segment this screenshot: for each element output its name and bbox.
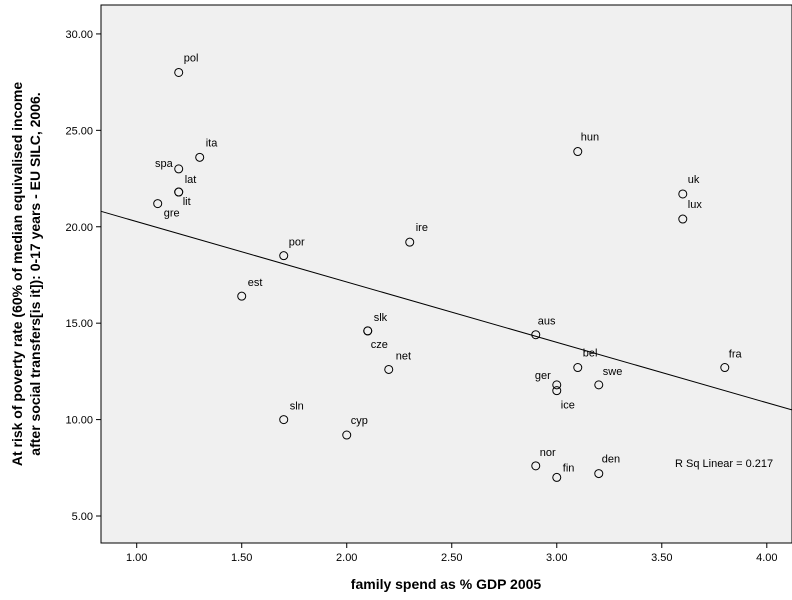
r-squared-annotation: R Sq Linear = 0.217	[675, 458, 773, 470]
point-label-net: net	[396, 350, 411, 362]
point-fra	[720, 363, 730, 373]
point-est	[237, 291, 247, 301]
x-tick-label: 1.00	[126, 552, 147, 564]
point-label-hun: hun	[581, 132, 599, 144]
point-ire	[405, 237, 415, 247]
point-ita	[195, 152, 205, 162]
x-tick-label: 2.50	[441, 552, 462, 564]
y-tick-label: 15.00	[65, 318, 93, 330]
point-aus	[531, 330, 541, 340]
point-hun	[573, 147, 583, 157]
y-tick-label: 5.00	[72, 511, 93, 523]
point-cyp	[342, 430, 352, 440]
point-label-bel: bel	[583, 348, 598, 360]
point-por	[279, 251, 289, 261]
point-label-ita: ita	[206, 137, 219, 149]
x-tick-label: 2.00	[336, 552, 357, 564]
y-tick-label: 30.00	[65, 29, 93, 41]
point-label-uk: uk	[688, 174, 700, 186]
y-tick-label: 25.00	[65, 125, 93, 137]
point-nor	[531, 461, 541, 471]
point-gre	[153, 199, 163, 209]
point-label-nor: nor	[540, 447, 556, 459]
point-label-ire: ire	[416, 222, 428, 234]
regression-line	[100, 210, 792, 411]
point-lit	[174, 187, 184, 197]
point-den	[594, 469, 604, 479]
y-tick-label: 10.00	[65, 415, 93, 427]
point-pol	[174, 67, 184, 77]
x-tick-label: 4.00	[756, 552, 777, 564]
point-sln	[279, 415, 289, 425]
point-cze	[363, 326, 373, 336]
plot-area	[100, 4, 792, 544]
point-label-lat: lat	[185, 174, 197, 186]
point-label-sln: sln	[290, 401, 304, 413]
point-label-den: den	[602, 454, 620, 466]
point-label-cyp: cyp	[351, 415, 368, 427]
point-label-swe: swe	[603, 366, 623, 378]
point-bel	[573, 363, 583, 373]
point-label-pol: pol	[184, 52, 199, 64]
y-axis-title-line-2: after social transfers[is it]): 0-17 yea…	[27, 92, 43, 455]
point-label-fra: fra	[729, 349, 743, 361]
point-label-slk: slk	[374, 312, 388, 324]
point-swe	[594, 380, 604, 390]
point-ice	[552, 386, 562, 396]
point-lux	[678, 214, 688, 224]
point-label-ger: ger	[535, 370, 551, 382]
point-label-lit: lit	[183, 196, 191, 208]
point-label-gre: gre	[164, 208, 180, 220]
point-label-aus: aus	[538, 316, 556, 328]
point-net	[384, 364, 394, 374]
point-label-por: por	[289, 237, 305, 249]
point-ger	[552, 380, 562, 390]
x-axis-title: family spend as % GDP 2005	[351, 576, 542, 592]
x-tick-label: 3.50	[651, 552, 672, 564]
point-label-fin: fin	[563, 462, 575, 474]
point-uk	[678, 189, 688, 199]
point-label-lux: lux	[688, 199, 703, 211]
x-tick-label: 3.00	[546, 552, 567, 564]
point-label-est: est	[248, 277, 263, 289]
x-tick-label: 1.50	[231, 552, 252, 564]
y-tick-label: 20.00	[65, 222, 93, 234]
point-label-cze: cze	[371, 339, 388, 351]
point-fin	[552, 472, 562, 482]
point-spa	[174, 164, 184, 174]
point-label-ice: ice	[561, 400, 575, 412]
y-axis-title-line-1: At risk of poverty rate (60% of median e…	[9, 82, 25, 467]
point-label-spa: spa	[155, 158, 174, 170]
